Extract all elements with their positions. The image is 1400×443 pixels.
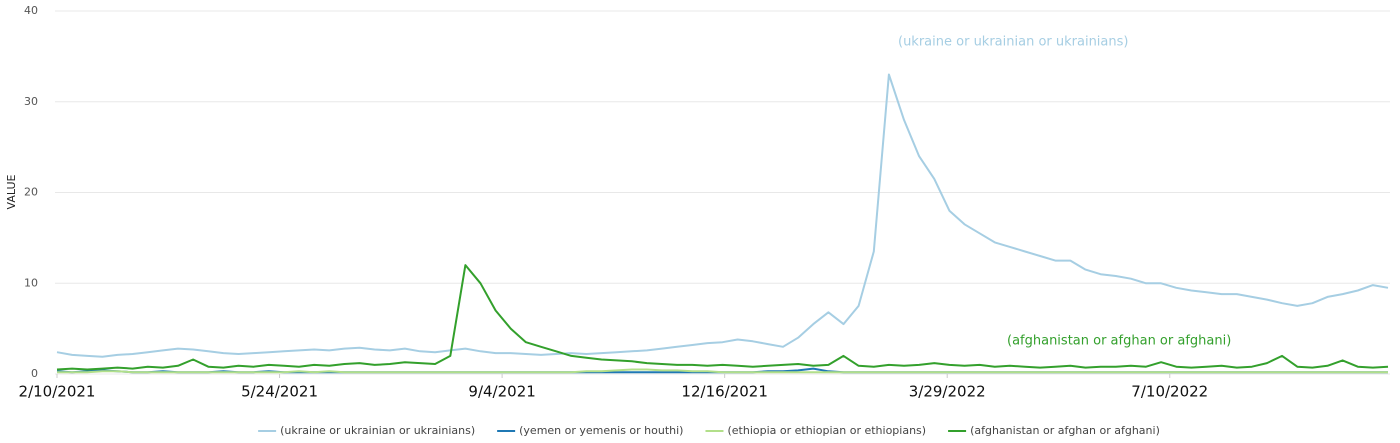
legend-label: (afghanistan or afghan or afghani) xyxy=(970,424,1160,437)
x-tick-label: 2/10/2021 xyxy=(19,383,96,401)
grid xyxy=(55,10,1390,375)
y-tick-label: 40 xyxy=(24,4,38,17)
legend-label: (ukraine or ukrainian or ukrainians) xyxy=(280,424,475,437)
annotation: (ukraine or ukrainian or ukrainians) xyxy=(898,35,1128,50)
x-tick-label: 5/24/2021 xyxy=(241,383,318,401)
series-line xyxy=(56,264,1389,371)
y-tick-label: 0 xyxy=(31,367,38,380)
y-tick-label: 30 xyxy=(24,95,38,108)
series-line xyxy=(56,73,1389,358)
legend-label: (yemen or yemenis or houthi) xyxy=(519,424,683,437)
x-tick-label: 9/4/2021 xyxy=(468,383,535,401)
x-tick-label: 12/16/2021 xyxy=(681,383,767,401)
series-line xyxy=(57,368,1388,374)
x-tick-label: 3/29/2022 xyxy=(909,383,986,401)
x-tick-label: 7/10/2022 xyxy=(1131,383,1208,401)
y-tick-label: 10 xyxy=(24,276,38,289)
legend: (ukraine or ukrainian or ukrainians) (yem… xyxy=(258,424,1160,437)
annotation: (afghanistan or afghan or afghani) xyxy=(1007,334,1231,349)
y-axis-label: VALUE xyxy=(5,174,18,209)
legend-label: (ethiopia or ethiopian or ethiopians) xyxy=(727,424,926,437)
y-tick-label: 20 xyxy=(24,186,38,199)
